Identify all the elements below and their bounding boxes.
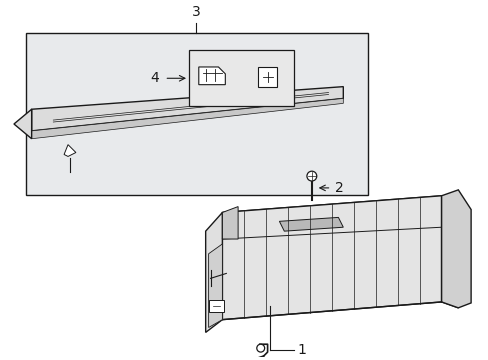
Polygon shape	[441, 196, 457, 308]
Bar	[188, 50, 294, 106]
Text: 1: 1	[297, 343, 305, 357]
Polygon shape	[64, 145, 76, 157]
Polygon shape	[14, 109, 32, 139]
Bar	[26, 32, 367, 195]
Ellipse shape	[256, 344, 264, 352]
Polygon shape	[222, 207, 238, 239]
Bar	[208, 300, 224, 312]
Ellipse shape	[306, 171, 316, 181]
Bar	[257, 67, 277, 87]
Polygon shape	[32, 87, 343, 131]
Polygon shape	[441, 190, 470, 308]
Polygon shape	[279, 217, 343, 231]
Text: 3: 3	[191, 5, 200, 19]
Polygon shape	[199, 67, 225, 85]
Text: 2: 2	[335, 181, 344, 195]
Polygon shape	[208, 244, 222, 328]
Polygon shape	[32, 98, 343, 139]
Polygon shape	[222, 196, 441, 320]
Polygon shape	[205, 212, 222, 332]
Polygon shape	[222, 196, 457, 239]
Text: 4: 4	[150, 71, 159, 85]
